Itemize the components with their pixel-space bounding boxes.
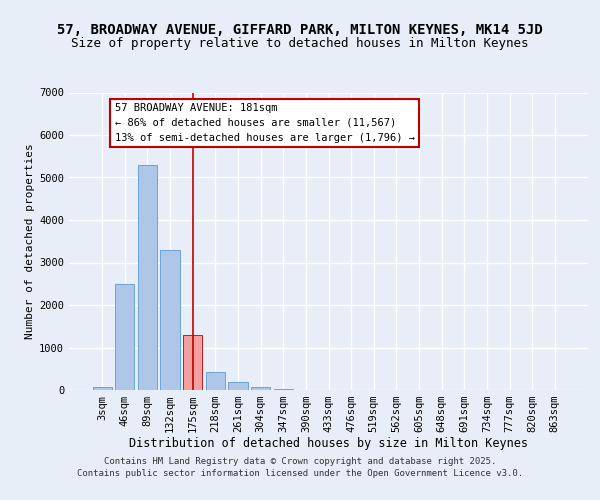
Bar xyxy=(229,382,248,390)
Bar xyxy=(160,250,180,390)
Bar xyxy=(115,284,134,390)
Text: 57, BROADWAY AVENUE, GIFFARD PARK, MILTON KEYNES, MK14 5JD: 57, BROADWAY AVENUE, GIFFARD PARK, MILTO… xyxy=(57,22,543,36)
Text: Contains HM Land Registry data © Crown copyright and database right 2025.
Contai: Contains HM Land Registry data © Crown c… xyxy=(77,456,523,477)
Text: 57 BROADWAY AVENUE: 181sqm
← 86% of detached houses are smaller (11,567)
13% of : 57 BROADWAY AVENUE: 181sqm ← 86% of deta… xyxy=(115,103,415,142)
Bar xyxy=(183,335,202,390)
Text: Size of property relative to detached houses in Milton Keynes: Size of property relative to detached ho… xyxy=(71,38,529,51)
Y-axis label: Number of detached properties: Number of detached properties xyxy=(25,144,35,339)
Bar xyxy=(138,165,157,390)
Bar xyxy=(251,386,270,390)
Bar xyxy=(206,372,225,390)
Bar xyxy=(92,388,112,390)
X-axis label: Distribution of detached houses by size in Milton Keynes: Distribution of detached houses by size … xyxy=(129,436,528,450)
Bar xyxy=(274,388,293,390)
